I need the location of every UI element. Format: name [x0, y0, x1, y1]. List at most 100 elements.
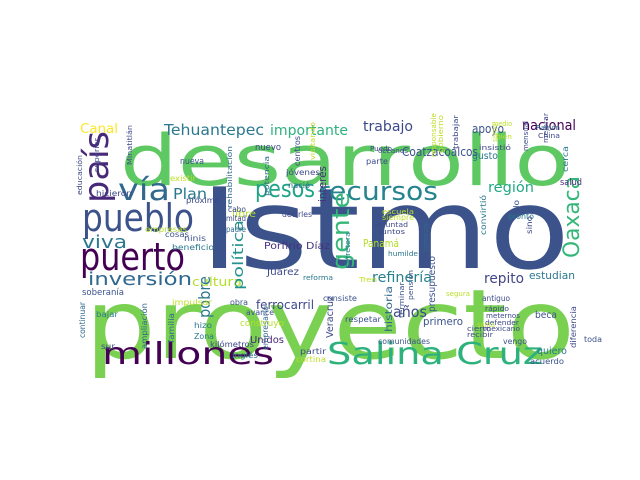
word-cloud-word: segura — [446, 290, 470, 298]
word-cloud-word: recursos — [318, 177, 438, 207]
word-cloud-word: cerca — [561, 146, 570, 172]
word-cloud-word: interés — [316, 166, 329, 202]
word-cloud-word: próximo — [186, 195, 220, 205]
word-cloud-word: empresas — [145, 225, 187, 234]
word-cloud-word: océanos — [378, 147, 408, 155]
word-cloud-word: acuerdo — [530, 357, 564, 366]
word-cloud-word: gobierno — [437, 115, 445, 153]
word-cloud-word: empresario — [261, 306, 270, 350]
word-cloud-word: cortina — [296, 355, 326, 364]
word-cloud-word: comercial — [422, 222, 430, 252]
word-cloud-word: viva — [82, 232, 127, 253]
word-cloud-word: importante — [270, 123, 348, 139]
word-cloud-word: ninis — [184, 234, 206, 243]
word-cloud-word: desarrollo — [120, 120, 570, 202]
word-cloud-word: estudian — [529, 269, 575, 282]
word-cloud-word: bajar — [96, 310, 119, 319]
word-cloud-word: Tren — [358, 276, 377, 284]
word-cloud-word: continuar — [78, 301, 87, 338]
word-cloud-word: siempre — [382, 213, 414, 222]
word-cloud-word: voluntad — [374, 221, 408, 229]
word-cloud-word: trabajo — [363, 119, 413, 135]
word-cloud-word: rápido — [485, 305, 509, 313]
word-cloud-word: Istmo — [200, 165, 570, 295]
word-cloud-word: convirtió — [478, 195, 488, 235]
word-cloud-word: nació — [288, 180, 310, 190]
word-cloud-word: responsable — [430, 113, 438, 157]
word-cloud-word: Plan — [173, 185, 207, 203]
word-cloud-word: Tehuantepec — [163, 121, 264, 139]
word-cloud-word: defender — [485, 319, 519, 327]
word-cloud-word: China — [538, 132, 560, 140]
word-cloud-word: recibir — [467, 331, 493, 339]
word-cloud-word: medio — [492, 120, 512, 128]
word-cloud-word: humilde — [388, 250, 418, 258]
word-cloud-word: inglés — [232, 350, 258, 360]
word-cloud-word: santa — [477, 321, 495, 329]
word-cloud-word: diferencia — [569, 306, 578, 348]
word-cloud-word: Puedo — [370, 145, 392, 153]
word-cloud-word: Zona — [194, 332, 214, 341]
word-cloud-word: proyecto — [85, 269, 575, 381]
word-cloud-word: respetar — [345, 315, 382, 324]
word-cloud-word: sino — [525, 216, 534, 234]
word-cloud-word: país — [77, 131, 117, 203]
word-cloud-word: gente — [327, 192, 355, 270]
word-cloud-word: Veracruz — [325, 296, 336, 338]
word-cloud-word: años — [393, 303, 427, 321]
word-cloud-word: pesos — [255, 175, 315, 203]
word-cloud-word: cabo — [228, 205, 246, 214]
word-cloud-word: presupuesto — [427, 256, 438, 312]
word-cloud-word: pobre — [195, 276, 214, 318]
word-cloud-word: ferrocarril — [256, 298, 314, 312]
word-cloud-word: familia — [167, 313, 176, 343]
word-cloud-word: Unidos — [250, 335, 284, 346]
word-cloud-word: construyo — [240, 319, 284, 329]
word-cloud-word: mexicano — [484, 325, 520, 333]
word-cloud-word: partir — [300, 347, 327, 356]
word-cloud-word: rehabilitación — [226, 146, 234, 208]
word-cloud-word: Porfirio Díaz — [264, 240, 330, 252]
word-cloud-word: sismo — [491, 124, 499, 142]
word-cloud-word: pronto — [508, 212, 534, 221]
word-cloud-word: hizo — [194, 321, 212, 330]
word-cloud-word: comunidades — [378, 337, 430, 346]
word-cloud-word: potencia — [263, 156, 271, 196]
word-cloud-word: Ramón — [536, 124, 560, 132]
word-cloud-word: quiero — [537, 346, 567, 357]
word-cloud-word: superior — [93, 138, 101, 172]
word-cloud-word: cosas — [165, 230, 189, 239]
word-cloud-word: ampliación — [139, 303, 149, 349]
word-cloud-word: consiste — [323, 294, 357, 303]
word-cloud-word: padre — [226, 225, 246, 234]
word-cloud-word: salud — [560, 178, 582, 188]
word-cloud-word: mitad — [226, 214, 246, 223]
word-cloud-word: sur — [101, 342, 116, 351]
word-cloud-word: parte — [366, 157, 388, 166]
word-cloud-word: repito — [484, 271, 524, 287]
word-cloud-word: juntos — [378, 228, 406, 236]
word-cloud-word: vía — [118, 173, 170, 208]
word-cloud-word: existir — [170, 174, 197, 183]
word-cloud-word: gusto — [472, 151, 498, 162]
word-cloud-word: beneficio — [172, 243, 214, 252]
word-cloud-word: Minatitlán — [126, 125, 134, 165]
word-cloud-word: primero — [423, 315, 463, 328]
word-cloud-word: terminar — [398, 282, 406, 318]
word-cloud-word: nueva — [180, 157, 204, 167]
word-cloud-background — [80, 117, 580, 367]
word-cloud-word: historia — [384, 286, 395, 332]
word-cloud-word: región — [488, 180, 534, 196]
word-cloud-word: soberanía — [82, 288, 124, 298]
word-cloud-word: sólo — [511, 200, 521, 218]
word-cloud-word: educación — [76, 155, 84, 195]
word-cloud-word: escuela — [382, 208, 414, 216]
word-cloud-word: inversión — [88, 269, 192, 290]
word-cloud-word: apoyo — [472, 122, 504, 136]
word-cloud-word: vengo — [503, 337, 527, 346]
word-cloud-word: Oaxaca — [560, 176, 585, 258]
word-cloud-word: Juárez — [266, 266, 299, 278]
word-cloud-word: pueblo — [82, 196, 194, 240]
word-cloud-word: hicieron — [96, 189, 132, 198]
word-cloud-word: meternos — [486, 312, 520, 320]
